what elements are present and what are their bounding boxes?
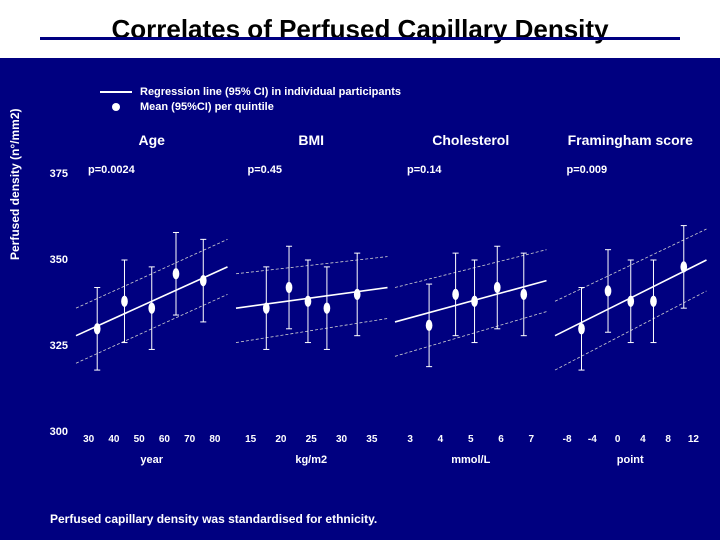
x-tick: 15 <box>236 434 266 448</box>
x-tick: 0 <box>605 434 630 448</box>
legend-marker-label: Mean (95%CI) per quintile <box>140 101 274 113</box>
x-tick: -4 <box>580 434 605 448</box>
y-tick: 325 <box>50 340 68 352</box>
x-tick: 80 <box>202 434 227 448</box>
panel-title: BMI <box>236 132 388 148</box>
x-tick: 50 <box>127 434 152 448</box>
x-tick: 70 <box>177 434 202 448</box>
x-tick: 40 <box>101 434 126 448</box>
x-tick: 5 <box>456 434 486 448</box>
panel-title: Framingham score <box>555 132 707 148</box>
x-axis: -8-404812 <box>555 434 707 448</box>
x-tick: 25 <box>296 434 326 448</box>
panels-container: 300325350375 Agep=0.0024304050607080year… <box>40 150 710 470</box>
x-axis-label: kg/m2 <box>236 454 388 466</box>
x-tick: 7 <box>516 434 546 448</box>
x-tick: 60 <box>152 434 177 448</box>
y-axis: 300 325 350 375 <box>40 150 72 470</box>
x-tick: 35 <box>357 434 387 448</box>
x-tick: 3 <box>395 434 425 448</box>
legend-marker-icon <box>100 106 132 108</box>
x-tick: 30 <box>326 434 356 448</box>
x-axis: 1520253035 <box>236 434 388 448</box>
x-axis: 34567 <box>395 434 547 448</box>
plot-area <box>236 174 388 432</box>
x-tick: 4 <box>425 434 455 448</box>
x-tick: 12 <box>681 434 706 448</box>
x-tick: 4 <box>630 434 655 448</box>
legend-row-line: Regression line (95% CI) in individual p… <box>100 86 401 98</box>
y-axis-label: Perfused density (n°/mm2) <box>8 109 22 261</box>
y-tick: 300 <box>50 426 68 438</box>
y-tick: 375 <box>50 168 68 180</box>
chart-panel: BMIp=0.451520253035kg/m2 <box>236 150 388 470</box>
x-tick: 20 <box>266 434 296 448</box>
chart-panel: Cholesterolp=0.1434567mmol/L <box>395 150 547 470</box>
chart-panel: Agep=0.0024304050607080year <box>76 150 228 470</box>
x-tick: 30 <box>76 434 101 448</box>
legend-line-icon <box>100 91 132 93</box>
page-title: Correlates of Perfused Capillary Density <box>0 0 720 58</box>
plot-area <box>555 174 707 432</box>
x-axis: 304050607080 <box>76 434 228 448</box>
x-tick: 8 <box>656 434 681 448</box>
legend: Regression line (95% CI) in individual p… <box>100 86 401 116</box>
x-axis-label: year <box>76 454 228 466</box>
plot-area <box>76 174 228 432</box>
legend-line-label: Regression line (95% CI) in individual p… <box>140 86 401 98</box>
panel-title: Age <box>76 132 228 148</box>
footnote: Perfused capillary density was standardi… <box>50 512 377 526</box>
x-axis-label: point <box>555 454 707 466</box>
legend-row-marker: Mean (95%CI) per quintile <box>100 101 401 113</box>
x-tick: -8 <box>555 434 580 448</box>
x-axis-label: mmol/L <box>395 454 547 466</box>
x-tick: 6 <box>486 434 516 448</box>
chart-panel: Framingham scorep=0.009-8-404812point <box>555 150 707 470</box>
title-underline <box>40 37 680 40</box>
y-tick: 350 <box>50 254 68 266</box>
plot-area <box>395 174 547 432</box>
panel-title: Cholesterol <box>395 132 547 148</box>
